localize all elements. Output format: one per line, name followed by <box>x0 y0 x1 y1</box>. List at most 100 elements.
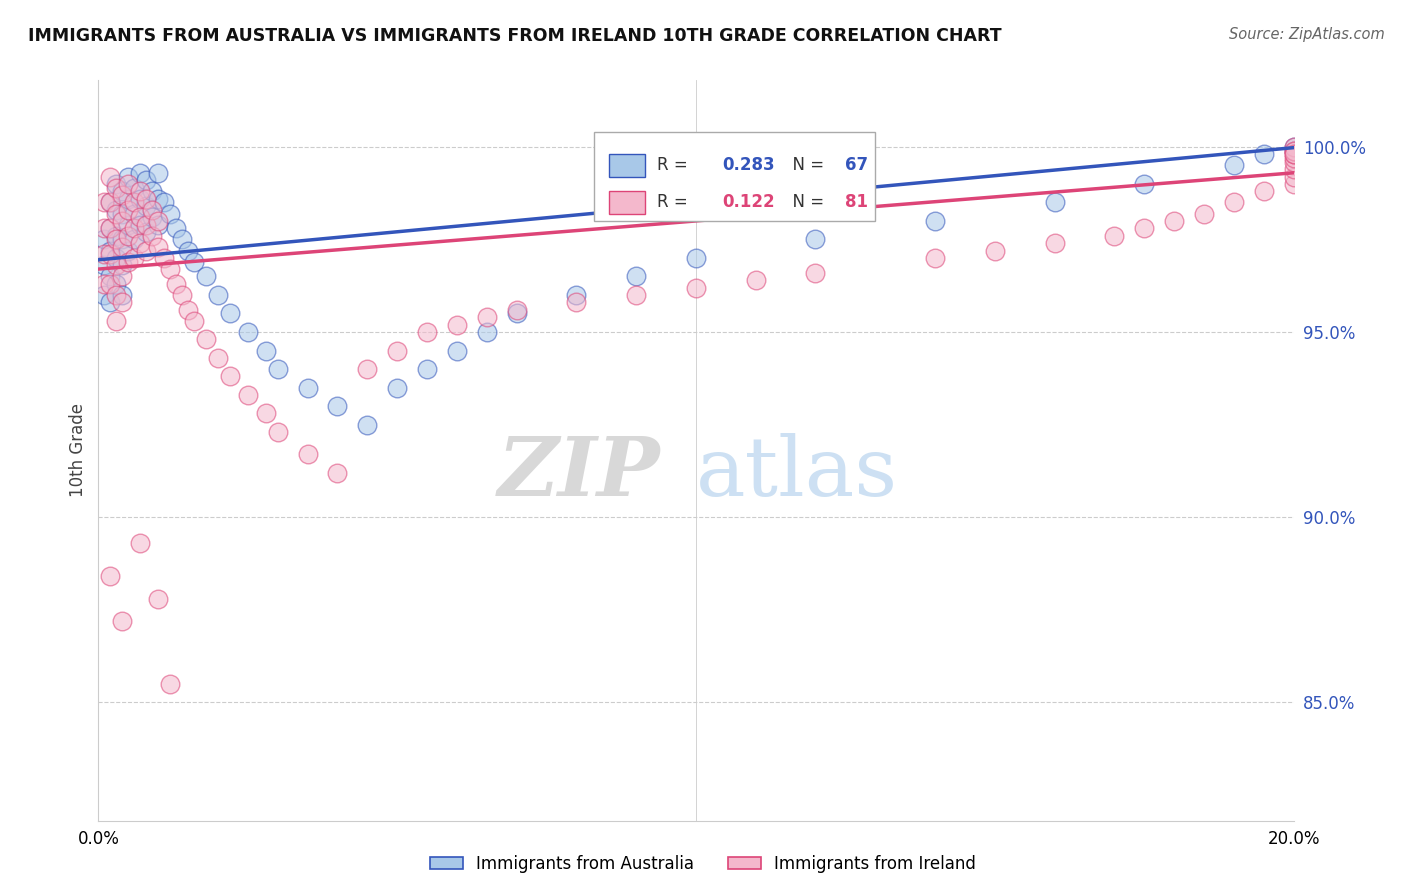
Legend: Immigrants from Australia, Immigrants from Ireland: Immigrants from Australia, Immigrants fr… <box>423 848 983 880</box>
Point <box>117 202 139 217</box>
Point <box>124 180 146 194</box>
Point <box>105 206 128 220</box>
Point <box>254 343 277 358</box>
Point <box>446 318 468 332</box>
Point <box>195 332 218 346</box>
Point <box>1223 158 1246 172</box>
Point <box>416 362 439 376</box>
Point <box>124 195 146 210</box>
Point <box>924 251 946 265</box>
Text: R =: R = <box>657 156 693 175</box>
Point <box>804 232 827 246</box>
Point <box>98 195 122 210</box>
Point <box>135 173 157 187</box>
Point <box>446 343 468 358</box>
Point <box>98 195 122 210</box>
Point <box>98 277 122 291</box>
Point <box>1282 151 1305 165</box>
Point <box>98 269 122 284</box>
Text: atlas: atlas <box>696 433 898 513</box>
Point <box>124 251 146 265</box>
Point <box>207 288 229 302</box>
Point <box>117 254 139 268</box>
Point <box>111 206 134 220</box>
Point <box>148 166 170 180</box>
Point <box>219 369 242 384</box>
Point <box>1253 184 1275 198</box>
Point <box>93 258 115 272</box>
Point <box>356 417 378 432</box>
Point <box>111 258 134 272</box>
Point <box>177 302 200 317</box>
Point <box>117 218 139 232</box>
Point <box>506 302 529 317</box>
Point <box>195 269 218 284</box>
Point <box>177 244 200 258</box>
Point <box>111 214 134 228</box>
Point <box>98 569 122 583</box>
Point <box>172 288 194 302</box>
Point <box>117 169 139 184</box>
Point <box>924 214 946 228</box>
Point <box>105 177 128 191</box>
Point <box>1192 206 1215 220</box>
Point <box>135 192 157 206</box>
Point <box>1043 195 1066 210</box>
Point <box>297 447 319 461</box>
Point <box>111 614 134 628</box>
FancyBboxPatch shape <box>609 154 644 177</box>
Point <box>984 244 1007 258</box>
Point <box>506 306 529 320</box>
Point <box>1282 147 1305 161</box>
Point <box>98 221 122 235</box>
Point <box>105 202 128 217</box>
Point <box>124 232 146 246</box>
Point <box>1043 236 1066 251</box>
Point <box>98 244 122 258</box>
Point <box>98 295 122 310</box>
Point <box>105 258 128 272</box>
Point <box>141 211 163 225</box>
Point <box>111 240 134 254</box>
Point <box>207 351 229 365</box>
Point <box>105 314 128 328</box>
Text: 0.122: 0.122 <box>723 194 775 211</box>
Point <box>1282 177 1305 191</box>
Point <box>93 232 115 246</box>
Point <box>93 195 115 210</box>
Point <box>1163 214 1185 228</box>
Point <box>356 362 378 376</box>
Point <box>159 262 181 277</box>
Point <box>416 325 439 339</box>
Point <box>148 214 170 228</box>
Text: 81: 81 <box>845 194 869 211</box>
Point <box>326 399 349 413</box>
Point <box>1104 228 1126 243</box>
Point <box>105 232 128 246</box>
Point <box>141 184 163 198</box>
Point <box>475 325 498 339</box>
Point <box>129 166 152 180</box>
Point <box>124 221 146 235</box>
Point <box>626 288 648 302</box>
Point <box>117 228 139 243</box>
Point <box>124 206 146 220</box>
Point <box>93 247 115 261</box>
Point <box>267 362 290 376</box>
Point <box>153 195 176 210</box>
Point <box>685 251 707 265</box>
Point <box>219 306 242 320</box>
Point <box>159 206 181 220</box>
Point <box>148 591 170 606</box>
Point <box>385 343 409 358</box>
Point <box>111 295 134 310</box>
Text: R =: R = <box>657 194 693 211</box>
Point <box>1282 147 1305 161</box>
Text: 0.283: 0.283 <box>723 156 775 175</box>
Point <box>1282 140 1305 154</box>
Point <box>105 180 128 194</box>
Point <box>1282 169 1305 184</box>
Point <box>98 169 122 184</box>
FancyBboxPatch shape <box>595 132 875 221</box>
Point <box>475 310 498 325</box>
